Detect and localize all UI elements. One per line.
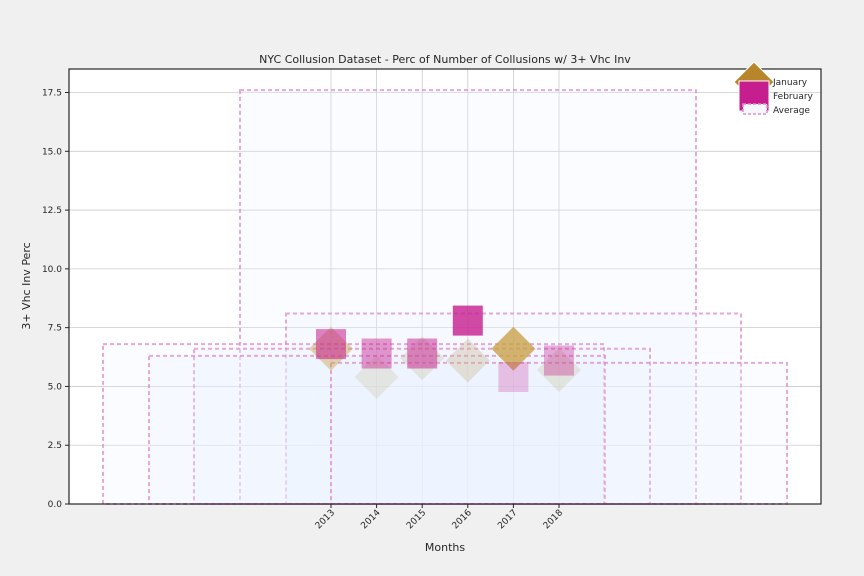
legend-label-january: January (772, 78, 808, 88)
legend-label-february: February (773, 92, 814, 102)
february-point (452, 305, 483, 336)
february-point (407, 338, 438, 369)
february-point (316, 329, 346, 360)
y-tick-label: 15.0 (42, 147, 62, 157)
y-tick-label: 12.5 (42, 206, 62, 216)
y-tick-label: 7.5 (48, 324, 62, 334)
average-bar (148, 354, 606, 505)
legend-label-average: Average (773, 106, 810, 116)
chart-title: NYC Collusion Dataset - Perc of Number o… (259, 53, 631, 66)
february-point (361, 338, 392, 369)
january-point (491, 326, 536, 371)
y-axis-label: 3+ Vhc Inv Perc (20, 242, 33, 329)
january-point (445, 338, 490, 383)
february-point (544, 345, 574, 376)
legend-marker-average (742, 103, 768, 115)
y-tick-label: 17.5 (42, 89, 62, 99)
y-tick-label: 0.0 (48, 500, 63, 510)
x-axis-label: Months (425, 541, 465, 554)
plot-frame (68, 68, 822, 505)
y-tick-label: 10.0 (42, 265, 62, 275)
average-bar (330, 361, 788, 505)
y-tick-label: 2.5 (48, 441, 62, 451)
february-point (498, 362, 529, 393)
y-tick-label: 5.0 (48, 382, 63, 392)
average-bar (193, 347, 651, 506)
average-bar (239, 89, 697, 505)
legend: January February Average (733, 61, 814, 116)
january-point (537, 347, 581, 392)
january-point (354, 355, 399, 400)
